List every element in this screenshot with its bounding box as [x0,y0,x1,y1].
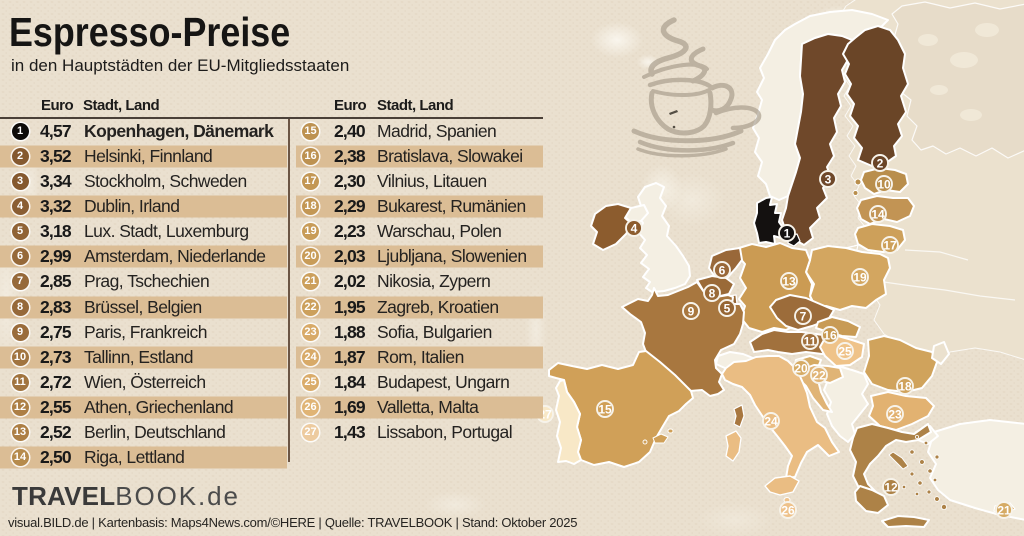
svg-text:9: 9 [688,304,695,318]
svg-text:19: 19 [853,270,867,284]
svg-text:14: 14 [871,207,885,221]
svg-text:7: 7 [800,309,807,323]
svg-text:2: 2 [877,156,884,170]
svg-text:5: 5 [724,301,731,315]
svg-text:1: 1 [784,226,791,240]
svg-text:25: 25 [838,344,852,358]
svg-text:20: 20 [794,361,808,375]
svg-text:13: 13 [782,274,796,288]
svg-text:3: 3 [825,172,832,186]
svg-text:16: 16 [823,328,837,342]
svg-text:12: 12 [884,480,898,494]
svg-text:26: 26 [781,503,795,517]
svg-text:10: 10 [877,177,891,191]
svg-text:17: 17 [883,238,897,252]
svg-text:15: 15 [598,402,612,416]
svg-text:8: 8 [709,286,716,300]
svg-text:21: 21 [997,503,1011,517]
svg-text:24: 24 [764,414,778,428]
svg-text:18: 18 [898,379,912,393]
svg-text:22: 22 [812,368,826,382]
svg-text:6: 6 [719,263,726,277]
svg-text:11: 11 [804,334,817,348]
svg-text:4: 4 [631,221,638,235]
svg-text:23: 23 [888,407,902,421]
